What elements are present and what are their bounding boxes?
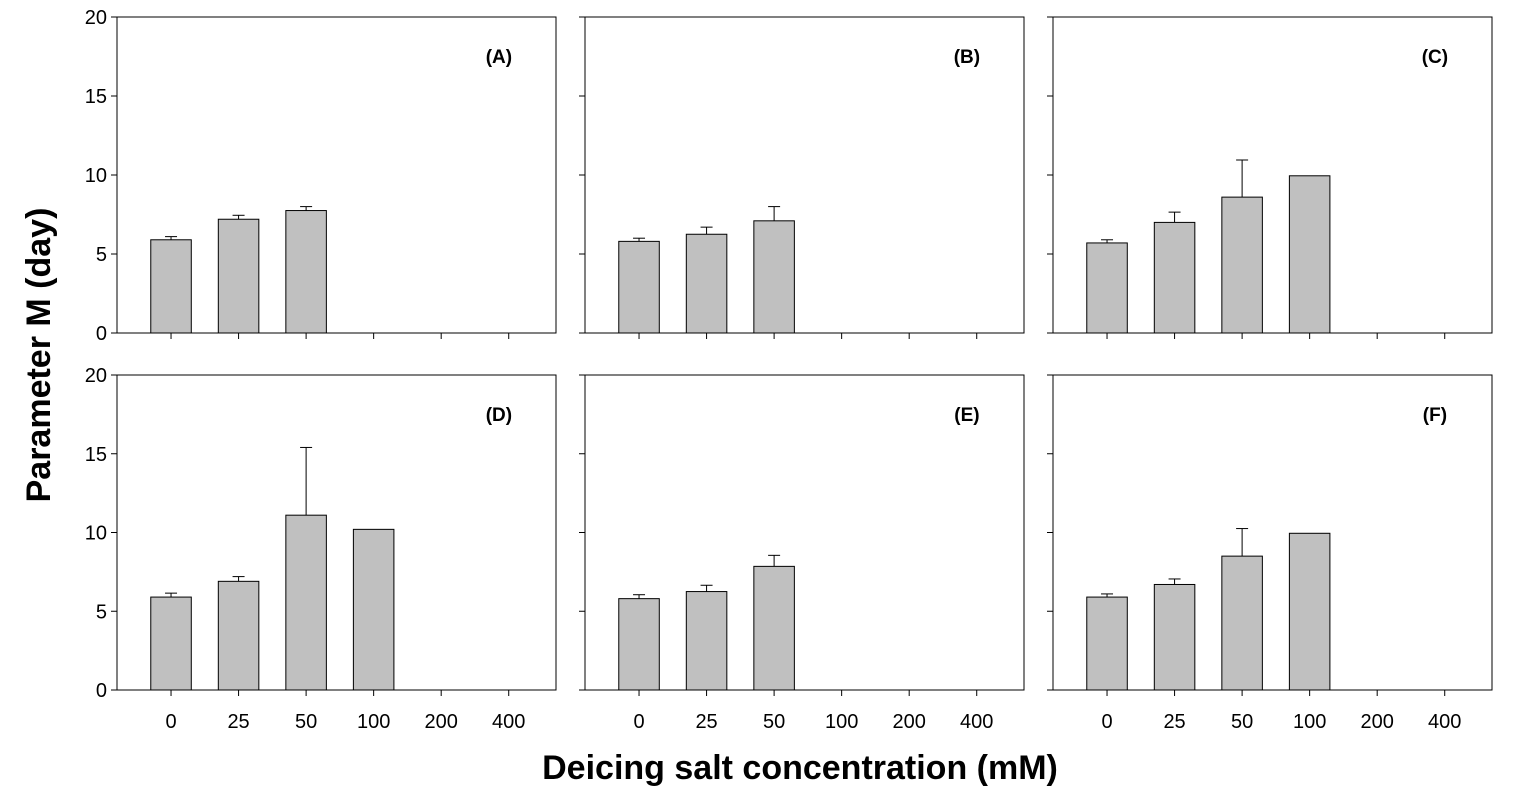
- bar: [285, 514, 327, 691]
- y-tick-label: 15: [85, 444, 107, 466]
- bar: [1086, 242, 1128, 334]
- bar: [150, 239, 192, 334]
- bar: [1288, 175, 1331, 334]
- y-tick-label: 0: [96, 323, 107, 345]
- panel-c: (C): [1047, 16, 1493, 339]
- panel-label: (C): [1422, 47, 1448, 68]
- x-tick-label: 400: [492, 711, 525, 733]
- y-tick-label: 20: [85, 7, 107, 29]
- x-tick-label: 100: [1293, 711, 1326, 733]
- bar: [753, 565, 795, 691]
- y-axis-title: Parameter M (day): [20, 208, 58, 503]
- panel-label: (A): [486, 47, 512, 68]
- bar: [618, 598, 660, 691]
- x-tick-label: 50: [763, 711, 785, 733]
- panel-b: (B): [579, 16, 1025, 339]
- x-tick-label: 400: [1428, 711, 1461, 733]
- y-tick-label: 5: [96, 601, 107, 623]
- x-axis-title: Deicing salt concentration (mM): [542, 749, 1058, 787]
- bar: [618, 240, 660, 334]
- bar: [753, 220, 795, 334]
- bar: [285, 210, 327, 334]
- panel-label: (B): [954, 47, 980, 68]
- x-tick-label: 25: [227, 711, 249, 733]
- bar: [1153, 221, 1196, 334]
- panel-e: 0 25 50 100 200 400 (E): [579, 374, 1025, 733]
- x-tick-label: 25: [1163, 711, 1185, 733]
- bar: [685, 233, 728, 334]
- x-tick-label: 100: [357, 711, 390, 733]
- y-tick-label: 15: [85, 86, 107, 108]
- bar: [1221, 555, 1263, 691]
- bar: [1086, 596, 1128, 691]
- x-tick-label: 200: [424, 711, 457, 733]
- y-tick-label: 20: [85, 365, 107, 387]
- x-tick-label: 50: [295, 711, 317, 733]
- x-tick-label: 100: [825, 711, 858, 733]
- bar: [352, 528, 395, 691]
- x-tick-label: 0: [1101, 711, 1112, 733]
- x-tick-label: 0: [165, 711, 176, 733]
- bar: [1288, 532, 1331, 691]
- panel-label: (D): [486, 405, 512, 426]
- bar: [1221, 196, 1263, 334]
- bar: [150, 596, 192, 691]
- y-tick-label: 5: [96, 244, 107, 266]
- panel-f: 0 25 50 100 200 400 (F): [1047, 374, 1493, 733]
- x-tick-label: 200: [892, 711, 925, 733]
- panel-a: 0 5 10 15 20 (A): [85, 7, 557, 345]
- panel-label: (E): [954, 405, 979, 426]
- x-tick-label: 0: [633, 711, 644, 733]
- bar: [217, 218, 260, 334]
- x-tick-label: 400: [960, 711, 993, 733]
- bar: [217, 580, 260, 691]
- y-tick-label: 10: [85, 523, 107, 545]
- y-tick-label: 0: [96, 680, 107, 702]
- bar: [1153, 583, 1196, 691]
- panel-label: (F): [1423, 405, 1447, 426]
- x-tick-label: 25: [695, 711, 717, 733]
- bar: [685, 591, 728, 691]
- x-tick-label: 200: [1360, 711, 1393, 733]
- x-tick-label: 50: [1231, 711, 1253, 733]
- y-tick-label: 10: [85, 165, 107, 187]
